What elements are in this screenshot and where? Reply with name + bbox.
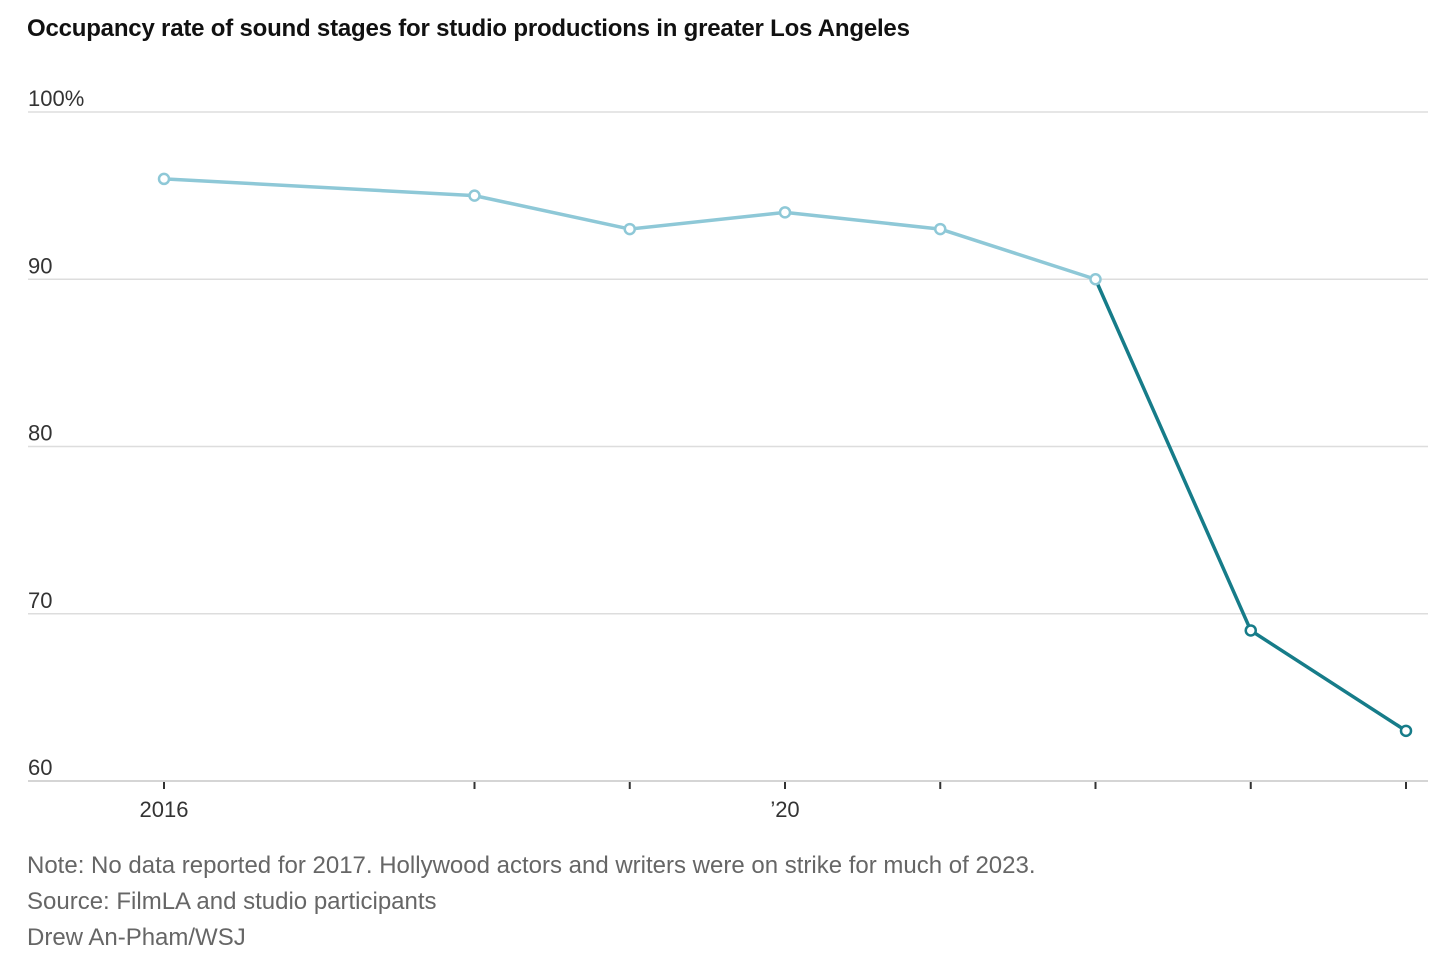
chart-source: Source: FilmLA and studio participants — [27, 888, 437, 915]
data-point — [1399, 724, 1413, 738]
data-point — [934, 222, 947, 236]
y-tick-label: 70 — [28, 588, 52, 613]
series-line-highlight — [1093, 278, 1407, 733]
series-line — [163, 177, 1097, 281]
x-tick-label: 2016 — [140, 797, 189, 822]
chart-credit: Drew An-Pham/WSJ — [27, 924, 246, 951]
line-chart: 100% 90 80 70 60 2016 ’20 — [28, 86, 1428, 822]
chart-note: Note: No data reported for 2017. Hollywo… — [27, 852, 1036, 879]
chart-title: Occupancy rate of sound stages for studi… — [27, 15, 910, 42]
y-tick-label: 100% — [28, 86, 84, 111]
y-tick-label: 60 — [28, 755, 52, 780]
y-tick-label: 90 — [28, 253, 52, 278]
data-point — [157, 172, 171, 186]
x-tick-label: ’20 — [770, 797, 799, 822]
data-point — [623, 222, 636, 236]
data-point — [1089, 273, 1102, 286]
data-point — [468, 189, 481, 202]
data-point — [778, 206, 792, 219]
data-point — [1244, 624, 1257, 637]
y-tick-label: 80 — [28, 421, 52, 446]
